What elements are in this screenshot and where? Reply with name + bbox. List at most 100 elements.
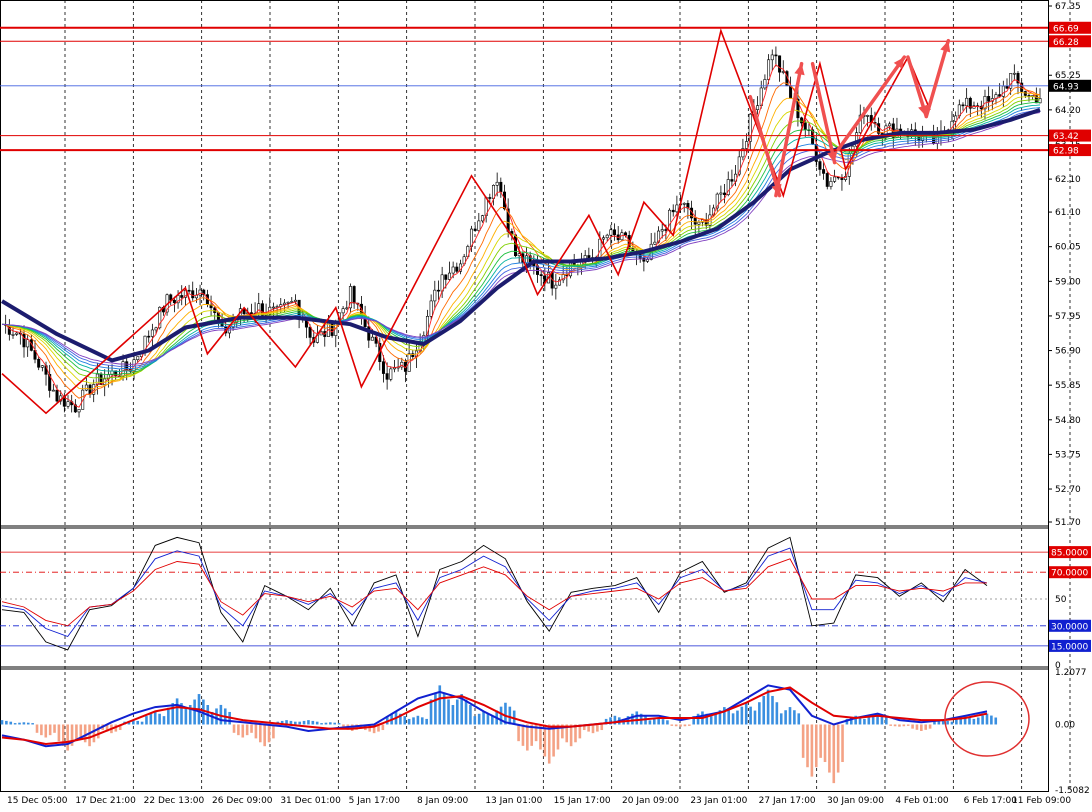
price-tick-label: 57.95 [1055,312,1081,322]
candle-body [400,361,404,368]
time-axis-label: 8 Jan 09:00 [417,796,469,806]
macd-histogram-bar [219,704,223,725]
macd-histogram-bar [302,720,306,725]
macd-histogram-bar [731,713,735,725]
macd-histogram-bar [469,705,472,725]
macd-histogram-bar [582,724,586,731]
macd-histogram-bar [403,716,407,725]
candle-body [125,361,129,370]
price-tick-label: 55.85 [1055,381,1081,391]
macd-histogram-bar [66,724,69,751]
forecast-arrow-head [893,57,905,69]
forecast-arrow-shaft [836,55,907,152]
candle-body [95,373,99,385]
candle-body [642,257,646,262]
macd-histogram-bar [762,695,766,725]
moving-average-ribbon-line [1,107,1041,370]
macd-histogram-bar [574,724,577,743]
candle-body [818,161,822,170]
macd-histogram-bar [399,713,402,725]
candle-body [191,290,195,299]
candle-body [888,123,892,127]
macd-histogram-bar [57,724,61,742]
macd-histogram-bar [946,720,949,725]
price-tick-label: 53.75 [1055,450,1081,460]
macd-histogram-bar [863,718,866,725]
macd-histogram-bar [569,724,573,747]
time-axis-label: 6 Feb 17:00 [964,796,1018,806]
time-axis-label: 4 Feb 01:00 [895,796,949,806]
candle-body [1023,91,1027,96]
forecast-arrow-head [794,63,805,76]
macd-histogram-bar [22,722,26,725]
macd-histogram-bar [670,724,674,726]
candle-body [1009,73,1013,89]
moving-average-ribbon-line [1,101,1041,375]
macd-histogram-bar [976,717,980,725]
macd-histogram-bar [92,724,96,743]
candle-body [781,71,785,73]
macd-histogram-bar [473,716,477,725]
candle-body [282,302,286,305]
candle-body [260,303,264,316]
macd-histogram-bar [337,723,341,725]
macd-histogram-bar [320,723,323,725]
macd-histogram-bar [556,724,560,750]
candle-body [147,335,151,338]
stochastic-line [1,536,988,651]
macd-histogram-bar [70,724,74,746]
candle-body [671,209,675,213]
current-price-box [1049,79,1091,92]
candle-body [84,384,88,391]
macd-histogram-bar [79,724,83,739]
candle-body [525,255,529,264]
macd-histogram-bar [13,723,17,725]
candle-body [198,289,202,296]
price-tick-label: 54.80 [1055,416,1081,426]
macd-histogram-bar [596,724,599,732]
macd-histogram-bar [876,713,879,725]
candle-body [748,113,752,142]
candle-body [180,295,184,298]
macd-histogram-bar [994,717,998,725]
macd-histogram-bar [727,710,731,725]
candle-body [433,289,437,302]
macd-histogram-bar [425,718,428,725]
macd-histogram-bar [683,724,687,727]
macd-histogram-bar [184,707,188,725]
level-label: 66.28 [1053,38,1079,48]
macd-histogram-bar [241,724,245,738]
macd-histogram-bar [709,716,713,725]
stochastic-line [1,547,988,638]
macd-histogram-bar [311,720,315,725]
macd-histogram-bar [955,718,958,725]
candle-body [172,299,176,304]
macd-histogram-bar [744,702,748,725]
macd-histogram-bar [307,720,310,725]
macd-histogram-bar [543,724,547,757]
macd-histogram-bar [771,695,774,725]
candle-body [719,192,723,195]
macd-histogram-bar [48,724,52,736]
macd-histogram-bar [202,699,205,725]
macd-histogram-bar [714,713,717,725]
candle-body [624,232,628,236]
time-axis-label: 13 Jan 01:00 [485,796,542,806]
macd-histogram-bar [933,721,936,725]
macd-histogram-bar [267,724,271,743]
stochastic-tick-label: 0 [1055,661,1061,671]
macd-histogram-bar [784,710,787,725]
moving-average-ribbon-line [1,99,1041,379]
candle-body [539,274,543,277]
candle-body [829,181,833,187]
candle-body [778,55,782,73]
candle-body [392,367,396,370]
time-axis-label: 27 Jan 17:00 [759,796,816,806]
macd-histogram-bar [455,699,459,725]
forecast-arrow-shaft [924,38,951,119]
candle-body [987,96,991,102]
macd-histogram-bar [215,708,218,725]
price-panel [0,26,1048,418]
